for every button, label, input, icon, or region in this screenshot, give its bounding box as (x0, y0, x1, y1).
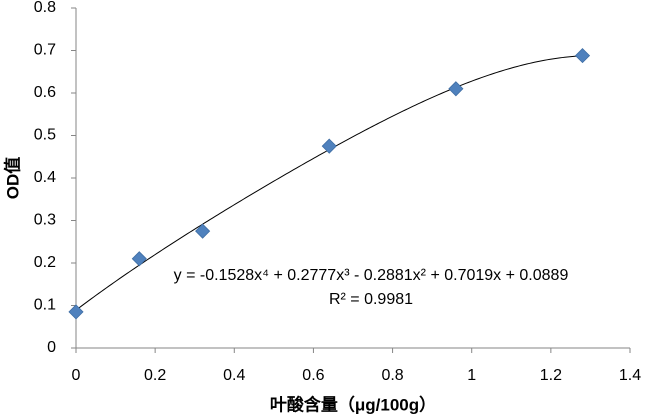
marker (321, 138, 337, 154)
y-tick-label: 0.4 (34, 169, 56, 186)
y-tick-label: 0.6 (34, 84, 56, 101)
y-tick-label: 0.2 (34, 254, 56, 271)
marker (131, 251, 147, 267)
y-tick-label: 0.1 (34, 297, 56, 314)
x-tick-label: 0.4 (223, 367, 245, 384)
y-tick-label: 0 (47, 339, 56, 356)
marker (574, 48, 591, 64)
x-axis-title: 叶酸含量（μg/100g） (270, 394, 436, 414)
y-tick-label: 0.3 (34, 212, 56, 229)
x-tick-label: 1 (467, 367, 476, 384)
y-tick-label: 0.7 (34, 42, 56, 59)
marker (68, 304, 84, 320)
y-tick-label: 0.8 (34, 0, 56, 16)
y-tick-label: 0.5 (34, 127, 56, 144)
x-tick-label: 1.2 (540, 367, 562, 384)
marker (448, 81, 464, 97)
equation: y = -0.1528x⁴ + 0.2777x³ - 0.2881x² + 0.… (174, 267, 569, 284)
x-tick-label: 0.6 (302, 367, 324, 384)
x-tick-label: 0.2 (144, 367, 166, 384)
x-tick-label: 0 (72, 367, 81, 384)
x-tick-label: 1.4 (619, 367, 641, 384)
y-axis-title: OD值 (2, 157, 22, 200)
r-squared: R² = 0.9981 (329, 291, 413, 308)
marker (195, 223, 211, 239)
x-tick-label: 0.8 (381, 367, 403, 384)
